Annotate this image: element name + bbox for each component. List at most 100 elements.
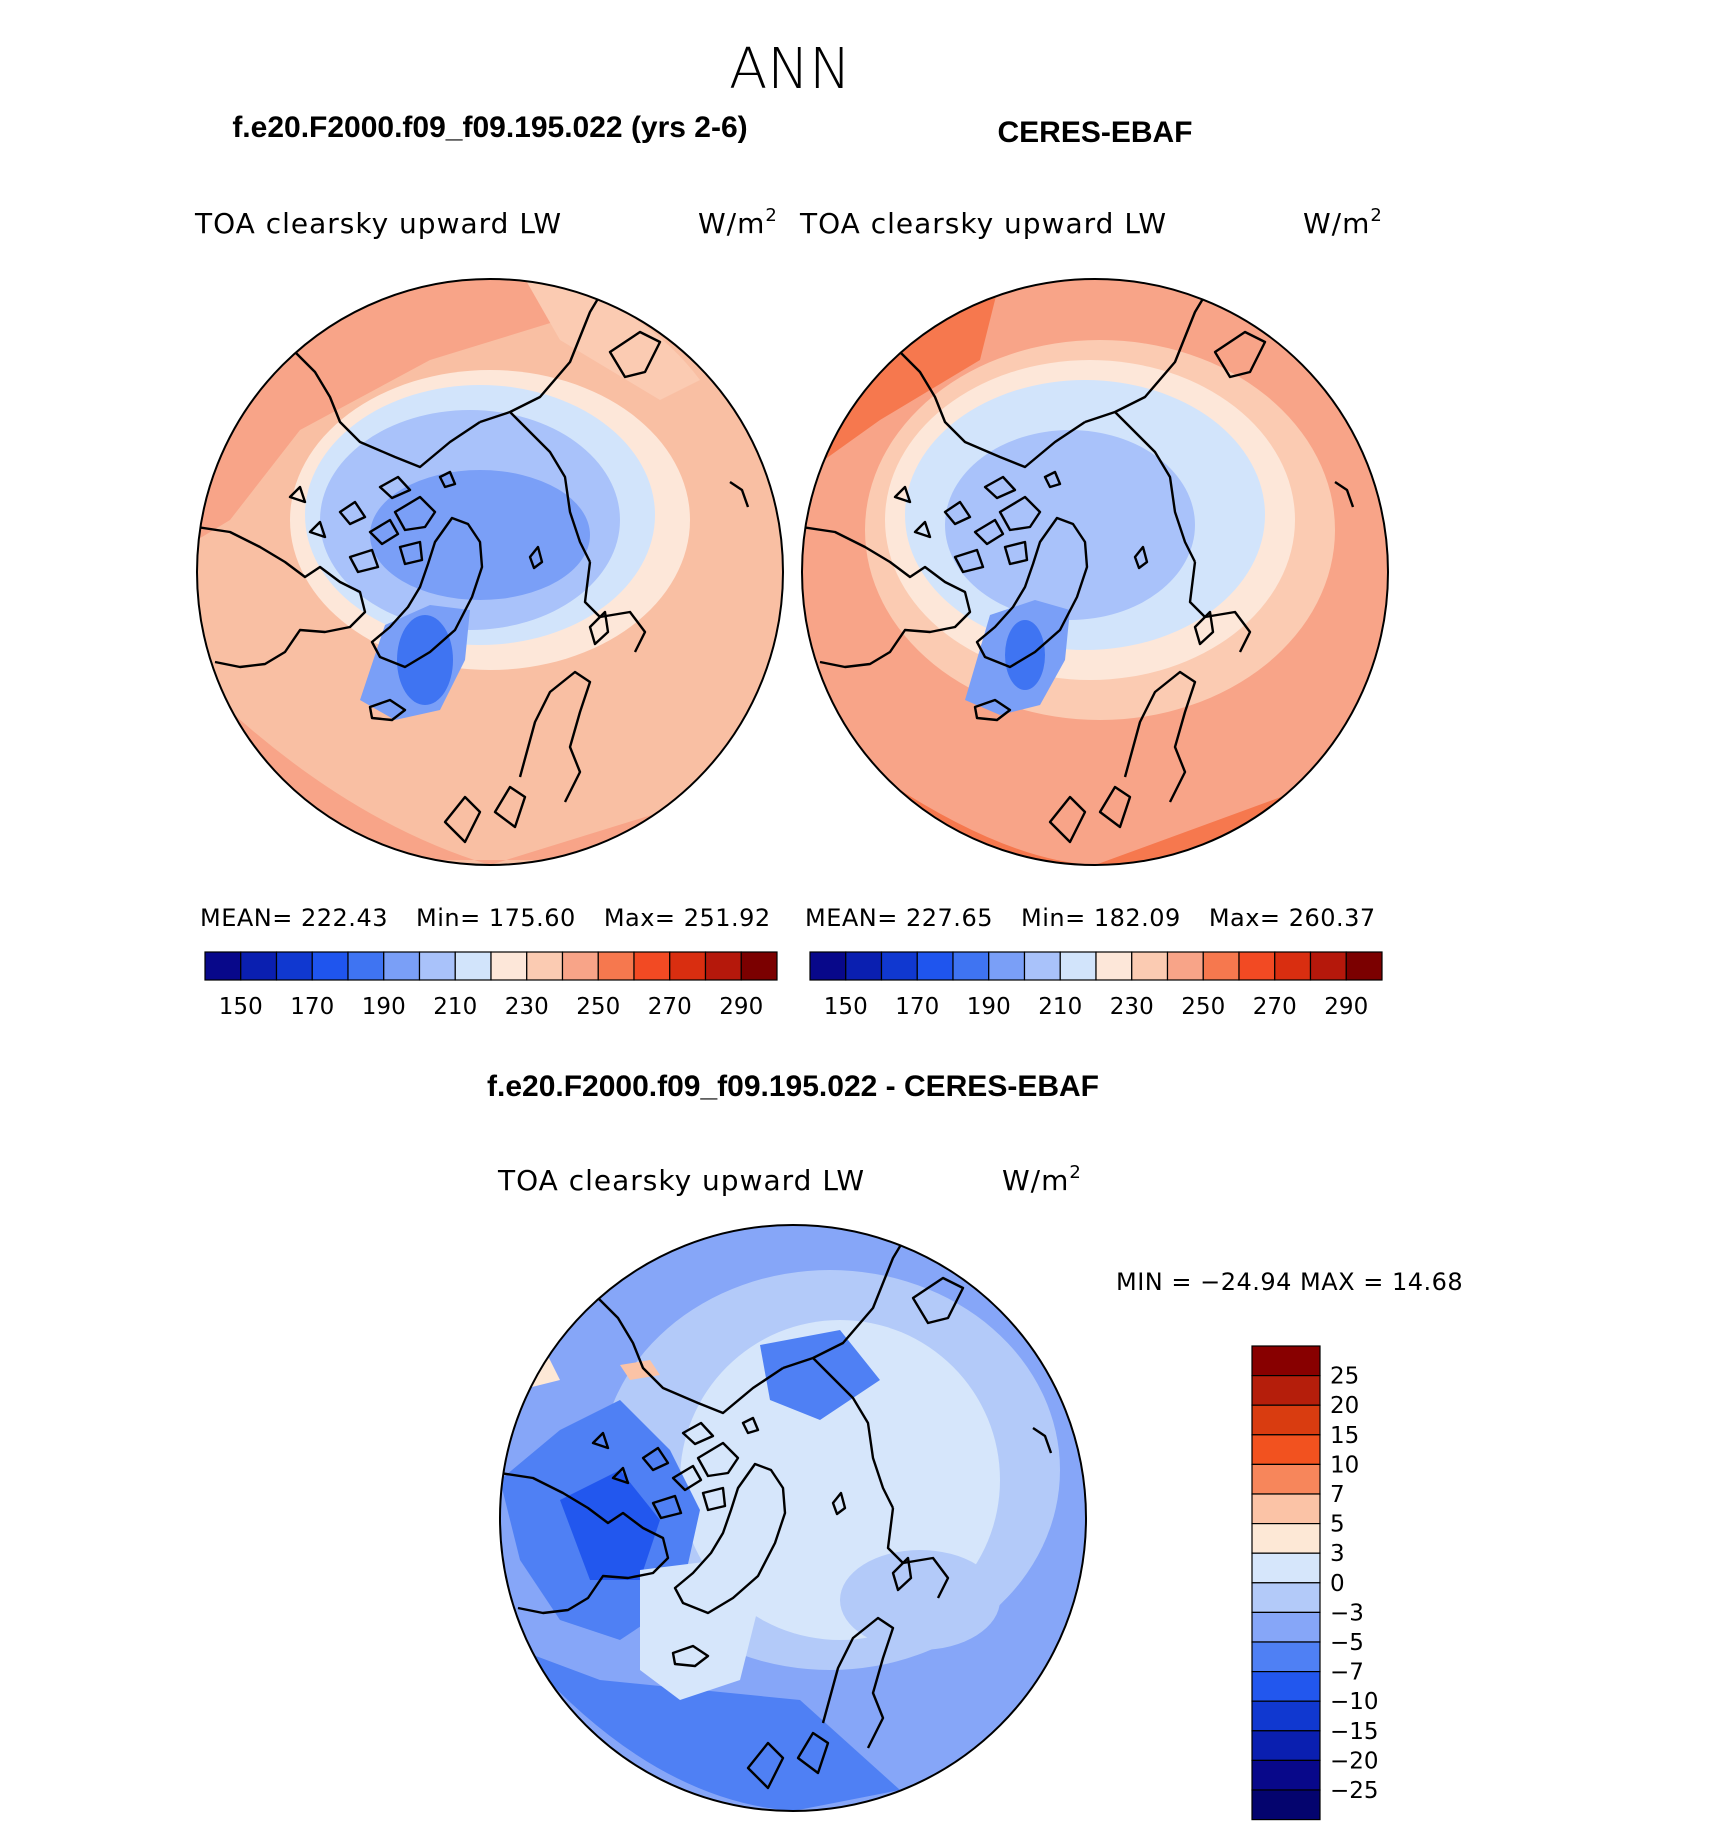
colorbar-swatch: [1059, 951, 1097, 981]
panel-obs-colorbar-ticks: 150 170 190 210 230 250 270 290: [824, 994, 1368, 1020]
colorbar-tick-label: −25: [1330, 1778, 1379, 1804]
colorbar-swatch: [916, 951, 954, 981]
colorbar-swatch: [1095, 951, 1133, 981]
colorbar-swatch: [1166, 951, 1204, 981]
colorbar-swatch: [1251, 1345, 1321, 1377]
colorbar-swatch: [1251, 1374, 1321, 1406]
colorbar-swatch: [275, 951, 313, 981]
panel-diff-map: [500, 1225, 1086, 1811]
panel-diff-variable: TOA clearsky upward LW: [497, 1164, 865, 1197]
colorbar-swatch: [1251, 1611, 1321, 1643]
panel-model: f.e20.F2000.f09_f09.195.022 (yrs 2-6) TO…: [194, 111, 784, 1020]
colorbar-swatch: [1251, 1641, 1321, 1673]
colorbar-swatch: [526, 951, 564, 981]
panel-diff-colorbar: [1251, 1345, 1321, 1821]
colorbar-tick-label: 190: [967, 994, 1011, 1020]
colorbar-swatch: [1251, 1404, 1321, 1436]
panel-obs-variable: TOA clearsky upward LW: [799, 207, 1167, 240]
colorbar-tick-label: 230: [505, 994, 549, 1020]
panel-diff-colorbar-labels: 25 20 15 10 7 5 3 0 −3 −5 −7 −10 −15 −20 −25: [1330, 1364, 1379, 1804]
colorbar-swatch: [311, 951, 349, 981]
colorbar-swatch: [1251, 1434, 1321, 1466]
colorbar-tick-label: −10: [1330, 1689, 1379, 1715]
colorbar-swatch: [1309, 951, 1347, 981]
colorbar-tick-label: 250: [1181, 994, 1225, 1020]
colorbar-tick-label: 25: [1330, 1364, 1359, 1390]
panel-obs-units: W/m2: [1303, 205, 1383, 240]
panel-diff-minmax: MIN = −24.94 MAX = 14.68: [1116, 1268, 1463, 1296]
colorbar-swatch: [1274, 951, 1312, 981]
panel-model-variable: TOA clearsky upward LW: [194, 207, 562, 240]
season-title: ANN: [729, 37, 851, 102]
colorbar-swatch: [418, 951, 456, 981]
colorbar-tick-label: 290: [1324, 994, 1368, 1020]
colorbar-swatch: [1238, 951, 1276, 981]
colorbar-tick-label: 5: [1330, 1512, 1345, 1538]
colorbar-swatch: [1251, 1582, 1321, 1614]
colorbar-swatch: [1251, 1522, 1321, 1554]
colorbar-swatch: [952, 951, 990, 981]
colorbar-tick-label: 290: [719, 994, 763, 1020]
colorbar-swatch: [1251, 1493, 1321, 1525]
colorbar-swatch: [845, 951, 883, 981]
colorbar-swatch: [1251, 1552, 1321, 1584]
colorbar-swatch: [1251, 1759, 1321, 1791]
colorbar-tick-label: 170: [290, 994, 334, 1020]
colorbar-swatch: [880, 951, 918, 981]
colorbar-swatch: [740, 951, 778, 981]
panel-model-colorbar: [204, 951, 778, 981]
colorbar-swatch: [454, 951, 492, 981]
colorbar-swatch: [1251, 1670, 1321, 1702]
colorbar-tick-label: 250: [576, 994, 620, 1020]
panel-obs-stats: MEAN= 227.65 Min= 182.09 Max= 260.37: [805, 904, 1376, 932]
colorbar-tick-label: −3: [1330, 1600, 1364, 1626]
colorbar-swatch: [704, 951, 742, 981]
panel-obs-map-border: [801, 278, 1389, 866]
panel-model-units: W/m2: [698, 205, 778, 240]
colorbar-swatch: [383, 951, 421, 981]
colorbar-swatch: [347, 951, 385, 981]
colorbar-tick-label: 3: [1330, 1541, 1345, 1567]
colorbar-tick-label: 150: [824, 994, 868, 1020]
colorbar-tick-label: 15: [1330, 1423, 1359, 1449]
colorbar-tick-label: −7: [1330, 1660, 1364, 1686]
colorbar-tick-label: 270: [648, 994, 692, 1020]
colorbar-tick-label: −5: [1330, 1630, 1364, 1656]
colorbar-tick-label: 20: [1330, 1393, 1359, 1419]
colorbar-swatch: [1251, 1463, 1321, 1495]
colorbar-swatch: [561, 951, 599, 981]
panel-obs-case-title: CERES-EBAF: [997, 116, 1192, 149]
panel-obs: CERES-EBAF TOA clearsky upward LW W/m2 M…: [799, 116, 1389, 1020]
colorbar-swatch: [988, 951, 1026, 981]
panel-obs-colorbar: [809, 951, 1383, 981]
panel-model-map-border: [196, 278, 784, 866]
colorbar-swatch: [597, 951, 635, 981]
colorbar-swatch: [1023, 951, 1061, 981]
panel-model-map: [197, 279, 783, 865]
panel-model-stats: MEAN= 222.43 Min= 175.60 Max= 251.92: [200, 904, 771, 932]
colorbar-tick-label: 210: [433, 994, 477, 1020]
colorbar-swatch: [1251, 1789, 1321, 1821]
colorbar-swatch: [633, 951, 671, 981]
colorbar-swatch: [1202, 951, 1240, 981]
colorbar-tick-label: 10: [1330, 1452, 1359, 1478]
colorbar-tick-label: 0: [1330, 1571, 1345, 1597]
colorbar-swatch: [1251, 1730, 1321, 1762]
colorbar-swatch: [1251, 1700, 1321, 1732]
panel-diff-case-title: f.e20.F2000.f09_f09.195.022 - CERES-EBAF: [487, 1070, 1099, 1103]
colorbar-tick-label: 150: [219, 994, 263, 1020]
colorbar-swatch: [490, 951, 528, 981]
colorbar-tick-label: 270: [1253, 994, 1297, 1020]
colorbar-tick-label: 7: [1330, 1482, 1345, 1508]
panel-diff-units: W/m2: [1002, 1162, 1082, 1197]
colorbar-tick-label: 210: [1038, 994, 1082, 1020]
colorbar-tick-label: −15: [1330, 1719, 1379, 1745]
colorbar-tick-label: −20: [1330, 1748, 1379, 1774]
colorbar-tick-label: 190: [362, 994, 406, 1020]
colorbar-swatch: [1345, 951, 1383, 981]
colorbar-swatch: [809, 951, 847, 981]
colorbar-swatch: [1131, 951, 1169, 981]
panel-model-case-title: f.e20.F2000.f09_f09.195.022 (yrs 2-6): [232, 111, 747, 144]
panel-model-colorbar-ticks: 150 170 190 210 230 250 270 290: [219, 994, 763, 1020]
